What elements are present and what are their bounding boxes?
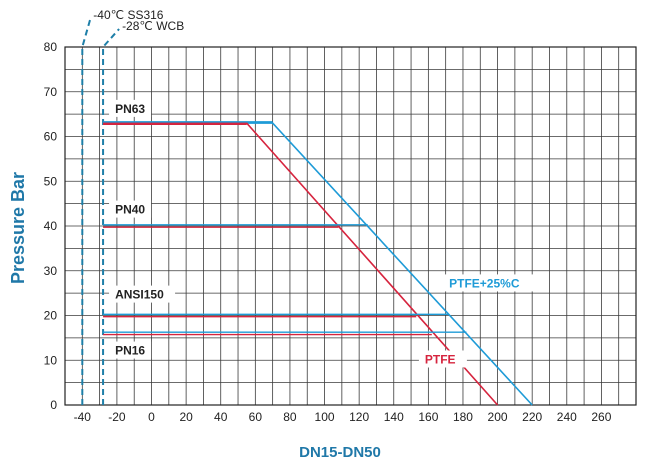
pressure-class-label: PN16 — [115, 344, 145, 358]
y-tick-label: 30 — [44, 264, 58, 278]
class-label-background — [109, 285, 176, 303]
chart-labels: -40℃ SS316-28℃ WCB PN63 PN40 ANSI150 PN16 PTF… — [91, 8, 544, 368]
x-tick-label: -40 — [74, 410, 92, 424]
note-background — [91, 9, 180, 21]
y-axis-title: Pressure Bar — [8, 172, 28, 284]
y-tick-label: 40 — [44, 219, 58, 233]
class-label-background — [109, 99, 152, 117]
temperature-limit-line — [102, 28, 120, 405]
x-tick-label: 160 — [418, 410, 438, 424]
x-tick-label: 140 — [384, 410, 404, 424]
x-tick-label: 80 — [283, 410, 297, 424]
y-tick-label: 20 — [44, 309, 58, 323]
chart-grid — [64, 46, 637, 406]
x-tick-label: 100 — [315, 410, 335, 424]
x-tick-label: 60 — [249, 410, 263, 424]
x-tick-label: 20 — [179, 410, 193, 424]
y-tick-label: 80 — [44, 40, 58, 54]
temperature-limit-lines — [81, 18, 120, 405]
x-tick-label: -20 — [108, 410, 126, 424]
x-axis-title: DN15-DN50 — [299, 444, 381, 461]
series-label-ptfe-c: PTFE+25%C — [449, 276, 520, 290]
x-tick-label: 120 — [349, 410, 369, 424]
class-label-background — [109, 341, 152, 359]
x-tick-label: 0 — [148, 410, 155, 424]
axis-ticks: -40 -20 0 20 40 60 80 100 120 140 160 180 200 220 240 2… — [44, 40, 612, 424]
pressure-class-label: ANSI150 — [115, 288, 164, 302]
y-tick-label: 10 — [44, 353, 58, 367]
temperature-limit-line — [81, 18, 92, 405]
pressure-class-label: PN40 — [115, 203, 145, 217]
pressure-class-lines — [103, 121, 467, 336]
y-tick-label: 60 — [44, 130, 58, 144]
x-tick-label: 200 — [488, 410, 508, 424]
x-tick-label: 220 — [522, 410, 542, 424]
y-tick-label: 0 — [50, 398, 57, 412]
x-tick-label: 180 — [453, 410, 473, 424]
y-tick-label: 70 — [44, 85, 58, 99]
y-tick-label: 50 — [44, 174, 58, 188]
series-label-background — [443, 274, 544, 292]
series-lines — [103, 122, 533, 406]
pressure-class-label: PN63 — [115, 102, 145, 116]
plot-frame — [64, 46, 637, 406]
temperature-limit-label: -40℃ SS316 — [93, 8, 164, 22]
x-tick-label: 40 — [214, 410, 228, 424]
x-tick-label: 240 — [557, 410, 577, 424]
note-background — [120, 20, 209, 32]
series-label-background — [418, 350, 467, 368]
series-label-ptfe: PTFE — [425, 352, 456, 366]
series-line — [103, 122, 533, 406]
series-line — [103, 122, 499, 406]
class-label-background — [109, 200, 152, 218]
x-tick-label: 260 — [591, 410, 611, 424]
temperature-limit-label: -28℃ WCB — [122, 19, 184, 33]
